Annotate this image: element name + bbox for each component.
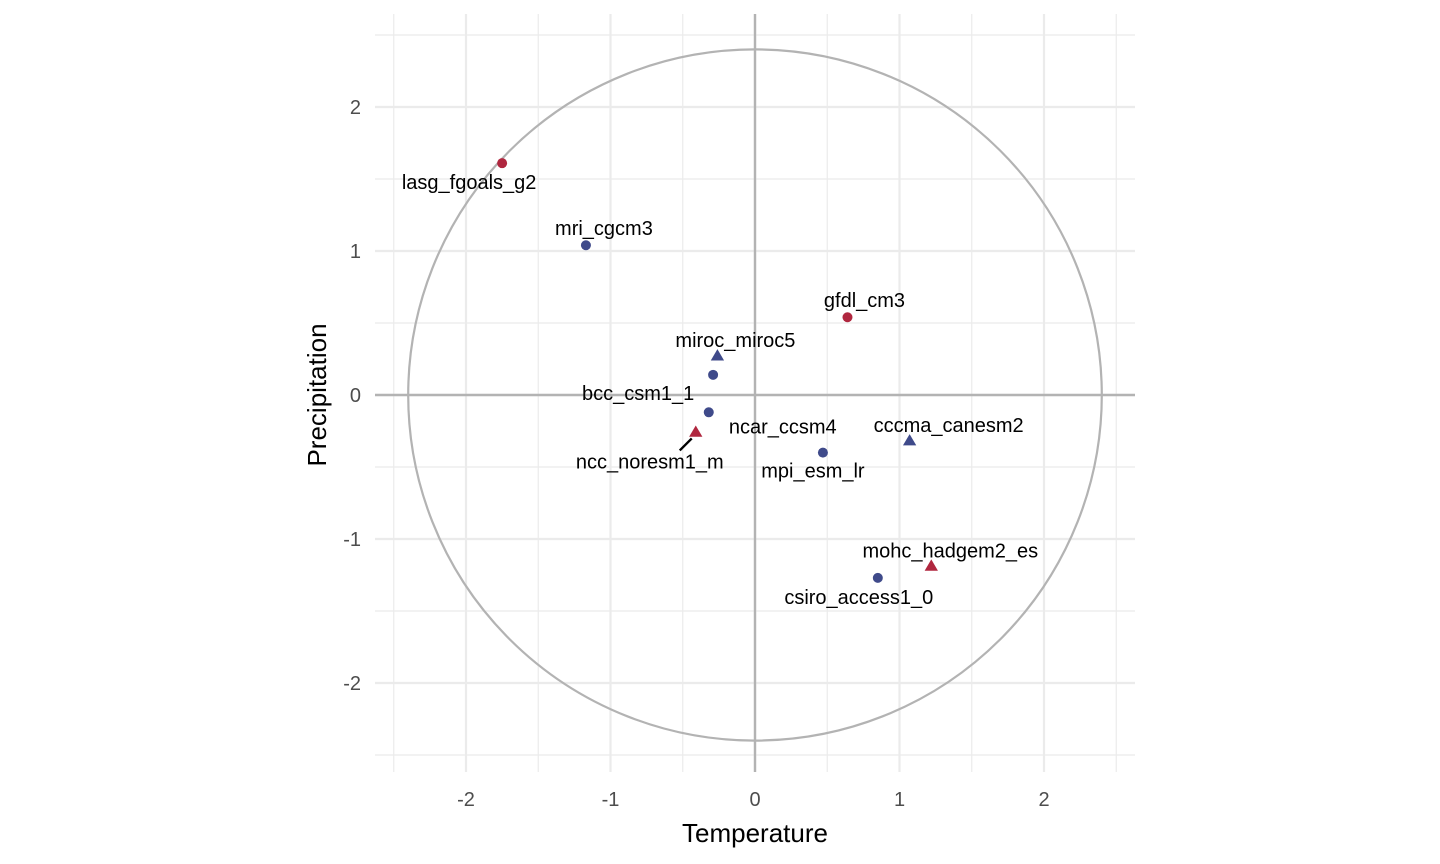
triangle-point-mohc-hadgem2-es <box>924 559 938 571</box>
point-label-ncar-ccsm4: ncar_ccsm4 <box>729 416 837 438</box>
circle-point-mri-cgcm3 <box>580 240 591 251</box>
x-axis-tick-labels: -2 -1 0 1 2 <box>457 789 1049 811</box>
point-labels: lasg_fgoals_g2 mri_cgcm3 gfdl_cm3 miroc_mir… <box>402 172 1038 609</box>
x-axis-title: Temperature <box>682 818 828 848</box>
point-label-ncc-noresm1-m: ncc_noresm1_m <box>576 451 724 473</box>
point-label-mohc-hadgem2-es: mohc_hadgem2_es <box>862 540 1038 562</box>
x-tick-label: 0 <box>749 789 760 811</box>
reference-circle <box>407 48 1103 742</box>
x-tick-label: -1 <box>602 789 620 811</box>
circle-point-mpi-esm-lr <box>817 447 828 458</box>
point-label-csiro-access1-0: csiro_access1_0 <box>784 587 933 609</box>
point-label-lasg-fgoals-g2: lasg_fgoals_g2 <box>402 172 537 194</box>
point-label-cccma-canesm2: cccma_canesm2 <box>874 415 1024 437</box>
circle-point-bcc-csm1-1 <box>708 369 719 380</box>
triangle-point-ncc-noresm1-m <box>689 425 703 437</box>
reference-circle-group <box>407 48 1103 742</box>
circle-point-lasg-fgoals-g2 <box>497 158 508 169</box>
point-label-bcc-csm1-1: bcc_csm1_1 <box>582 383 694 405</box>
point-label-gfdl-cm3: gfdl_cm3 <box>824 290 905 312</box>
circle-point-ncar-ccsm4 <box>703 407 714 418</box>
y-tick-label: 2 <box>350 97 361 119</box>
y-tick-label: 0 <box>350 385 361 407</box>
y-tick-label: 1 <box>350 241 361 263</box>
x-tick-label: 1 <box>894 789 905 811</box>
leader-line-ncc-noresm1-m <box>678 437 693 452</box>
y-axis-tick-labels: -2 -1 0 1 2 <box>343 97 361 695</box>
triangle-point-cccma-canesm2 <box>902 434 917 446</box>
y-tick-label: -2 <box>343 673 361 695</box>
reference-lines <box>375 14 1135 772</box>
point-label-miroc-miroc5: miroc_miroc5 <box>675 330 795 352</box>
label-leader-lines <box>678 437 693 452</box>
triangle-point-miroc-miroc5 <box>710 349 725 361</box>
y-tick-label: -1 <box>343 529 361 551</box>
point-label-mpi-esm-lr: mpi_esm_lr <box>761 461 865 483</box>
y-axis-title: Precipitation <box>302 323 332 466</box>
data-points <box>497 158 938 583</box>
circle-point-gfdl-cm3 <box>842 312 853 323</box>
x-tick-label: -2 <box>457 789 475 811</box>
circle-point-csiro-access1-0 <box>872 572 883 583</box>
x-tick-label: 2 <box>1038 789 1049 811</box>
point-label-mri-cgcm3: mri_cgcm3 <box>555 218 653 240</box>
